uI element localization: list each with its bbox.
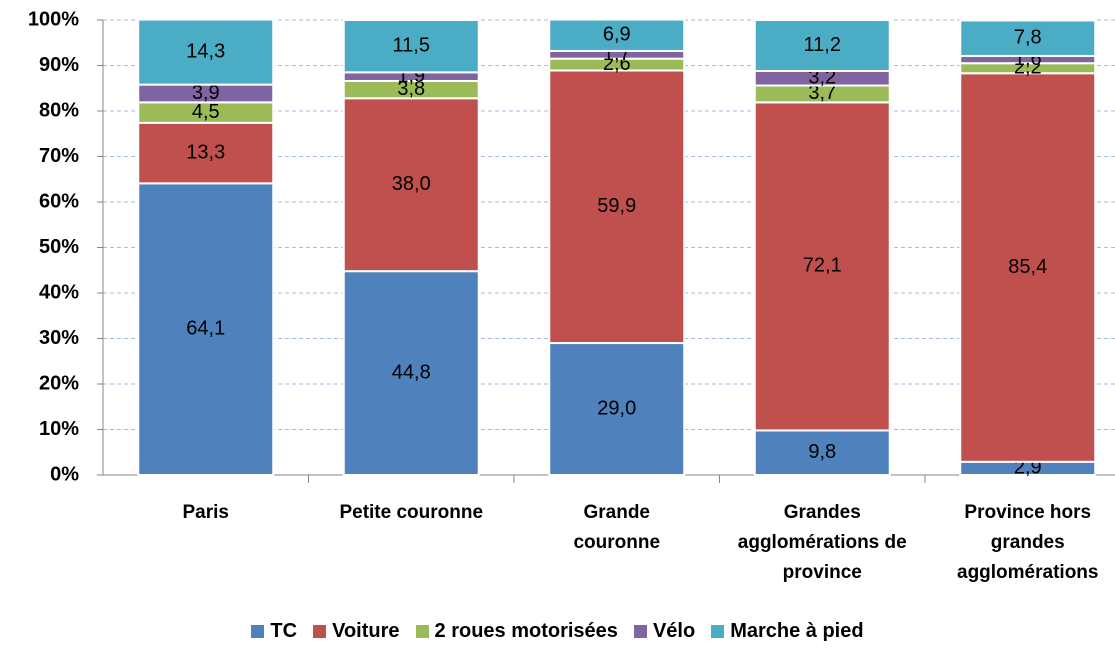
x-tick-label: Grande couronne <box>573 502 661 553</box>
data-label: 38,0 <box>392 173 431 195</box>
legend: TC Voiture 2 roues motorisées Vélo Marche à … <box>0 620 1115 643</box>
x-tick-label: Province hors grandes agglomérations <box>957 502 1099 583</box>
y-tick-label: 30% <box>39 327 79 349</box>
data-label: 7,8 <box>1014 26 1042 48</box>
bar-segment <box>342 97 480 273</box>
bar-segment <box>959 19 1097 57</box>
bar-segment <box>342 19 480 74</box>
data-label: 3,2 <box>808 67 836 89</box>
y-tick-label: 20% <box>39 372 79 394</box>
legend-item: TC <box>251 620 297 643</box>
legend-swatch <box>313 625 327 638</box>
data-label: 11,5 <box>393 34 430 56</box>
bar-segment <box>753 429 891 477</box>
y-tick-label: 50% <box>39 236 79 258</box>
y-tick-label: 10% <box>39 418 79 440</box>
y-tick-label: 70% <box>39 145 79 167</box>
y-tick-label: 40% <box>39 281 79 303</box>
legend-swatch <box>633 625 647 638</box>
bar-segment <box>959 72 1097 463</box>
data-label: 9,8 <box>808 441 836 463</box>
data-label: 3,8 <box>397 78 425 100</box>
legend-label: TC <box>270 620 298 642</box>
data-label: 6,9 <box>603 24 631 46</box>
bar-segment <box>753 101 891 432</box>
legend-item: Marche à pied <box>711 620 864 643</box>
data-label: 85,4 <box>1008 256 1047 278</box>
bar-segment <box>548 342 686 476</box>
data-label: 59,9 <box>597 195 636 217</box>
bar-segment <box>137 18 275 86</box>
x-tick-label: Paris <box>182 502 229 523</box>
legend-label: Marche à pied <box>730 620 864 642</box>
data-label: 4,5 <box>192 101 220 123</box>
data-label: 11,2 <box>804 34 841 56</box>
legend-label: Vélo <box>652 620 696 642</box>
data-label: 72,1 <box>803 255 842 277</box>
legend-label: Voiture <box>332 620 400 642</box>
legend-swatch <box>415 625 429 638</box>
x-tick-label: Grandes agglomérations de province <box>737 502 907 583</box>
y-tick-label: 0% <box>50 463 79 485</box>
data-label: 3,7 <box>808 82 836 104</box>
y-tick-label: 90% <box>39 54 79 76</box>
data-label: 29,0 <box>597 397 636 419</box>
bar-segment <box>137 182 275 476</box>
bar-segment <box>753 19 891 72</box>
legend-item: 2 roues motorisées <box>415 620 618 643</box>
data-label: 44,8 <box>392 361 431 383</box>
legend-swatch <box>711 625 725 638</box>
y-tick-label: 100% <box>28 8 79 30</box>
data-label: 13,3 <box>186 141 225 163</box>
legend-item: Vélo <box>633 620 696 643</box>
bar-segment <box>548 69 686 345</box>
legend-item: Voiture <box>313 620 400 643</box>
legend-label: 2 roues motorisées <box>434 620 618 642</box>
data-label: 14,3 <box>186 40 225 62</box>
y-tick-label: 80% <box>39 99 79 121</box>
data-label: 3,9 <box>192 82 220 104</box>
y-tick-label: 60% <box>39 190 79 212</box>
data-label: 64,1 <box>186 317 225 339</box>
legend-swatch <box>251 625 265 638</box>
bar-segment <box>548 18 686 52</box>
x-tick-label: Petite couronne <box>339 502 484 523</box>
